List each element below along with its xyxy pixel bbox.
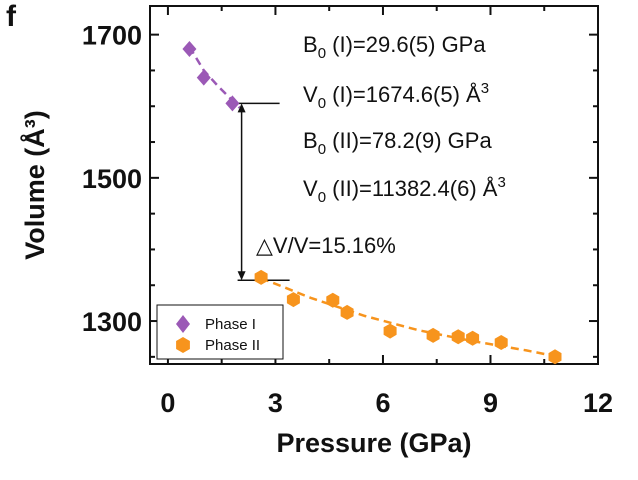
phase-1-point	[182, 40, 197, 57]
data-points	[182, 40, 562, 365]
y-tick-label: 1500	[82, 164, 142, 194]
fit-parameters: B0 (I)=29.6(5) GPa V0 (I)=1674.6(5) Å3 B…	[256, 32, 506, 258]
b0-phase-2-label: B0 (II)=78.2(9) GPa	[303, 128, 492, 158]
phase-2-point	[451, 329, 465, 345]
legend: Phase I Phase II	[156, 304, 284, 360]
b0-phase-1-label: B0 (I)=29.6(5) GPa	[303, 32, 486, 62]
plot-frame	[149, 5, 599, 365]
tick-labels: 0 3 6 9 12 1300 1500 1700	[82, 21, 613, 418]
phase-1-point	[196, 69, 211, 86]
v0-phase-1-label: V0 (I)=1674.6(5) Å3	[303, 80, 489, 112]
x-tick-label: 3	[268, 388, 283, 418]
legend-label-phase-2: Phase II	[205, 337, 260, 354]
phase-2-point	[254, 269, 268, 285]
fit-line	[260, 276, 556, 358]
y-tick-label: 1700	[82, 21, 142, 51]
x-tick-label: 0	[160, 388, 175, 418]
phase-2-point	[383, 323, 397, 339]
phase-2-point	[426, 327, 440, 343]
jump-arrow-head-up	[237, 103, 246, 113]
panel-label: f	[6, 0, 17, 33]
phase-2-point	[340, 304, 354, 320]
axis-ticks	[150, 6, 599, 364]
legend-hexagon-icon	[176, 337, 190, 353]
legend-label-phase-1: Phase I	[205, 316, 256, 333]
phase-2-point	[548, 349, 562, 365]
y-axis-title: Volume (Å³)	[19, 110, 50, 260]
phase-2-point	[494, 335, 508, 350]
phase-2-point	[286, 292, 300, 308]
x-axis-title: Pressure (GPa)	[276, 428, 471, 458]
v0-phase-2-label: V0 (II)=11382.4(6) Å3	[303, 174, 506, 206]
delta-v-label: △V/V=15.16%	[256, 233, 396, 258]
x-tick-label: 12	[583, 388, 613, 418]
phase-2-point	[326, 292, 340, 308]
phase-2-point	[466, 330, 480, 346]
phase-1-point	[225, 95, 240, 112]
y-tick-label: 1300	[82, 307, 142, 337]
x-tick-label: 9	[483, 388, 498, 418]
legend-diamond-icon	[176, 315, 190, 333]
jump-arrow-head-down	[237, 271, 246, 281]
x-tick-label: 6	[375, 388, 390, 418]
